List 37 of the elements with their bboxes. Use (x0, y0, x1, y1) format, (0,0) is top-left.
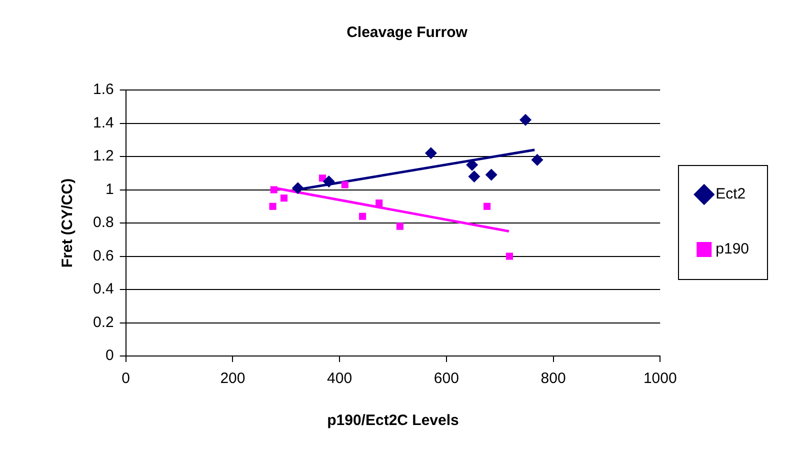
x-tick-label: 400 (327, 370, 352, 388)
point (468, 170, 480, 182)
point (376, 200, 383, 207)
point (359, 212, 366, 220)
x-tick-label: 600 (434, 370, 459, 388)
y-tick-label: 0.4 (92, 280, 114, 298)
point (531, 154, 544, 166)
x-axis-title: p190/Ect2C Levels (327, 412, 459, 430)
point (292, 182, 304, 194)
chart-title: Cleavage Furrow (346, 24, 468, 42)
point (341, 181, 348, 188)
point (506, 252, 513, 260)
y-axis-title: Fret (CY/CC) (59, 178, 76, 268)
point (519, 114, 532, 126)
x-tick-label: 800 (540, 370, 566, 388)
y-tick-label: 1.2 (92, 148, 114, 165)
point (485, 168, 498, 181)
y-tick-label: 0.8 (92, 214, 114, 232)
y-tick-label: 1 (106, 180, 114, 198)
y-tick-label: 0.6 (92, 247, 114, 264)
x-tick-label: 200 (220, 370, 246, 388)
point (322, 175, 335, 188)
point (483, 202, 491, 210)
y-tick-label: 1.4 (92, 114, 114, 132)
point (269, 202, 276, 210)
x-tick-label: 0 (122, 370, 130, 388)
y-tick-label: 0.2 (92, 314, 114, 331)
point (424, 147, 437, 160)
x-tick-label: 1000 (643, 370, 677, 388)
y-tick-label: 0 (106, 347, 114, 364)
point (396, 222, 404, 230)
point (466, 158, 478, 171)
legend-label: Ect2 (716, 186, 746, 203)
y-tick-label: 1.6 (92, 81, 114, 98)
point (270, 186, 278, 194)
point (280, 194, 288, 202)
legend-label: p190 (716, 240, 750, 258)
